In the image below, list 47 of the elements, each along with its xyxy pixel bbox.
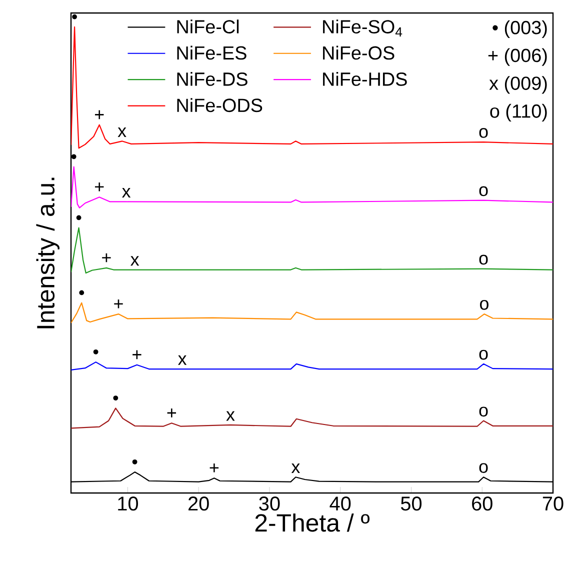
x-tick-label: 30 [259,496,280,511]
annotation: • [71,154,76,160]
annotation: x [178,355,187,365]
x-tick-label: 60 [472,496,492,511]
annotation: • (003) [492,20,547,38]
annotation: • [79,290,84,296]
annotation: x [122,188,131,198]
legend-label: NiFe-ODS [177,98,262,112]
annotation: • [72,14,77,20]
annotation: + [114,299,123,308]
annotation: + [102,253,111,262]
annotation: • [113,396,118,400]
x-tick-label: 10 [118,496,138,511]
annotation: o [479,406,488,417]
annotation: x [291,463,300,473]
annotation: o [479,186,488,196]
legend-label: NiFe-Cl [177,20,239,34]
legend-label: NiFe-ES [177,46,246,60]
annotation: o [479,128,488,138]
x-tick-label: 40 [330,496,351,511]
x-tick-label: 70 [542,496,564,511]
y-axis-title: Intensity / a.u. [36,178,60,328]
annotation: • [76,215,82,220]
x-tick-label: 50 [400,496,422,511]
annotation: x [226,411,235,421]
annotation: o [479,463,488,473]
annotation: • [93,349,98,354]
legend-label: NiFe-DS [177,72,248,86]
legend-label: NiFe-OS [323,46,394,60]
annotation: + [210,464,219,472]
legend-label: NiFe-SO$_{4}$ [323,20,402,36]
x-axis-title: 2-Theta / º [255,513,370,532]
annotation: • [132,459,138,464]
annotation: o (110) [490,104,547,122]
annotation: + [94,110,104,120]
annotation: x (009) [489,76,547,94]
annotation: + [167,408,176,418]
annotation: + (006) [488,48,547,66]
annotation: o [480,300,488,310]
x-tick-label: 20 [188,496,209,511]
annotation: x [130,256,140,266]
legend-label: NiFe-HDS [323,72,407,86]
annotation: + [94,182,104,192]
annotation: + [132,350,142,360]
annotation: o [479,254,488,265]
annotation: o [479,350,488,360]
annotation: x [118,127,126,137]
